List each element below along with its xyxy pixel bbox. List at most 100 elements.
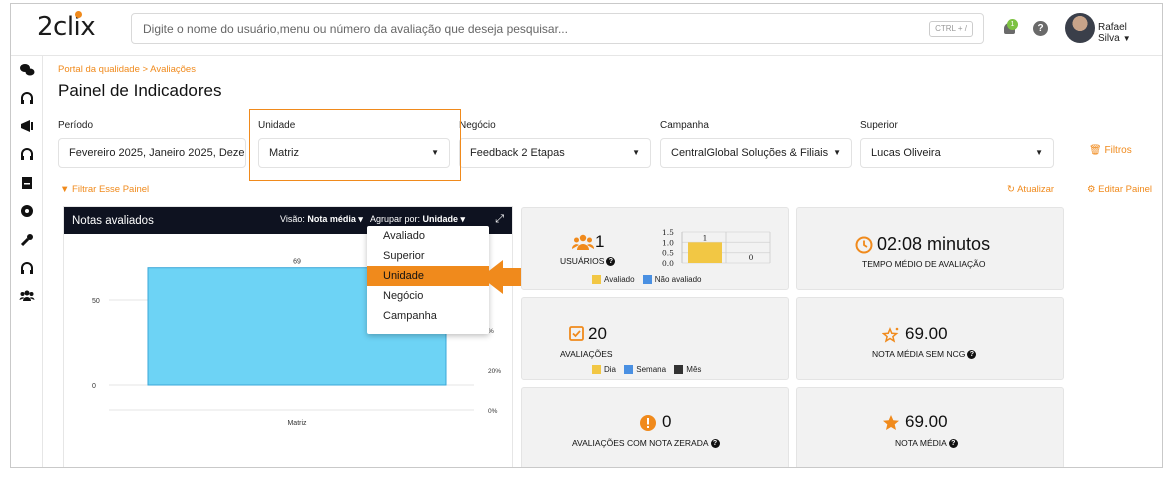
usuarios-legend: Avaliado Não avaliado	[586, 275, 702, 285]
legend-avaliado: Avaliado	[604, 275, 635, 284]
headset-icon[interactable]	[19, 90, 35, 106]
filter-value-campanha: CentralGlobal Soluções & Filiais	[671, 147, 829, 159]
help-icon[interactable]: ?	[710, 439, 720, 449]
filter-label-superior: Superior	[860, 120, 898, 131]
gear-icon: ⚙	[1087, 184, 1096, 195]
dashboard-icon[interactable]	[19, 203, 35, 219]
legend-dia: Dia	[604, 365, 617, 374]
agrupar-dropdown-menu: Avaliado Superior Unidade Negócio Campan…	[367, 226, 489, 334]
filter-value-periodo: Fevereiro 2025, Janeiro 2025, Dezem	[69, 147, 246, 159]
clock-icon	[855, 236, 873, 254]
atualizar-button[interactable]: ↻ Atualizar	[1007, 184, 1054, 195]
legend-swatch-mes	[674, 365, 684, 375]
editar-painel-button[interactable]: ⚙ Editar Painel	[1087, 184, 1152, 195]
caret-down-icon: ▼	[1122, 34, 1131, 43]
wrench-icon[interactable]	[19, 232, 35, 248]
avatar[interactable]	[1065, 13, 1095, 43]
tempo-value: 02:08 minutos	[877, 234, 991, 254]
atualizar-label: Atualizar	[1017, 184, 1055, 195]
filter-select-campanha[interactable]: CentralGlobal Soluções & Filiais ▼	[660, 138, 852, 168]
chat-icon[interactable]	[19, 62, 35, 78]
dropdown-option-superior[interactable]: Superior	[383, 250, 425, 262]
help-icon[interactable]: ?	[967, 350, 977, 360]
y-tick-label: 50	[92, 298, 100, 305]
check-square-icon	[569, 326, 584, 341]
zerada-card: 0 AVALIAÇÕES COM NOTA ZERADA?	[521, 387, 789, 467]
filtros-button[interactable]: 🗑 Filtros	[1089, 145, 1132, 156]
filter-label-unidade: Unidade	[258, 120, 296, 131]
dropdown-option-campanha[interactable]: Campanha	[383, 310, 437, 322]
filter-icon: ▼	[60, 184, 70, 195]
dropdown-option-avaliado[interactable]: Avaliado	[383, 230, 425, 242]
usuarios-mini-chart: 1.51.0 0.50.0 1 0	[662, 228, 771, 268]
dropdown-option-negocio[interactable]: Negócio	[383, 290, 424, 302]
search-input[interactable]	[132, 14, 912, 43]
filter-label-periodo: Período	[58, 120, 94, 131]
shortcut-hint: CTRL + /	[929, 21, 973, 37]
team-icon[interactable]	[19, 288, 35, 304]
filter-select-superior[interactable]: Lucas Oliveira ▼	[860, 138, 1054, 168]
y-right-tick-label: %	[488, 328, 494, 335]
bell-icon[interactable]: 1	[1002, 19, 1018, 37]
mini-y-tick-label: 1.0	[662, 238, 674, 247]
alert-icon	[640, 415, 656, 431]
dropdown-option-unidade[interactable]: Unidade	[367, 266, 489, 286]
data-label: 69	[293, 259, 301, 266]
trash-icon: 🗑	[1089, 145, 1102, 156]
tempo-label: TEMPO MÉDIO DE AVALIAÇÃO	[862, 259, 986, 269]
user-menu[interactable]: Rafael Silva ▼	[1098, 22, 1162, 44]
filtros-label: Filtros	[1104, 145, 1132, 156]
agrupar-dropdown[interactable]: Unidade ▾	[422, 214, 466, 224]
nota-sem-ncg-card: 69.00 NOTA MÉDIA SEM NCG?	[796, 297, 1064, 380]
legend-semana: Semana	[636, 365, 667, 374]
y-right-tick-label: 0%	[488, 408, 498, 415]
headset-icon[interactable]	[19, 260, 35, 276]
page-title: Painel de Indicadores	[58, 81, 222, 100]
filter-select-negocio[interactable]: Feedback 2 Etapas ▼	[459, 138, 651, 168]
legend-swatch-semana	[624, 365, 634, 375]
visao-value: Nota média	[307, 214, 356, 224]
mini-y-tick-label: 0.0	[662, 259, 674, 268]
y-tick-label: 0	[92, 383, 96, 390]
nota-media-label-text: NOTA MÉDIA	[895, 438, 947, 448]
nota-sem-ncg-label: NOTA MÉDIA SEM NCG?	[872, 349, 977, 360]
logo-text: 2clix	[37, 12, 96, 42]
help-icon[interactable]: ?	[1033, 21, 1048, 36]
nota-media-card: 69.00 NOTA MÉDIA?	[796, 387, 1064, 467]
filter-value-negocio: Feedback 2 Etapas	[470, 147, 565, 159]
users-icon	[572, 234, 594, 250]
headset-icon[interactable]	[19, 146, 35, 162]
filtrar-painel-label: Filtrar Esse Painel	[72, 184, 150, 195]
legend-swatch-dia	[592, 365, 601, 375]
y-right-tick-label: 20%	[488, 368, 501, 375]
filter-select-periodo[interactable]: Fevereiro 2025, Janeiro 2025, Dezem	[58, 138, 246, 168]
x-tick-label: Matriz	[287, 420, 307, 427]
notification-badge: 1	[1007, 19, 1018, 30]
refresh-icon: ↻	[1007, 184, 1015, 195]
visao-dropdown[interactable]: Nota média ▾	[307, 214, 363, 224]
usuarios-value: 1	[595, 232, 605, 251]
top-bar: 2clix CTRL + / 1 ? Rafael Silva▼	[11, 4, 1162, 56]
sidebar	[11, 56, 43, 467]
help-icon[interactable]: ?	[948, 439, 958, 449]
document-icon[interactable]	[19, 175, 35, 191]
star-sparkle-icon	[882, 327, 899, 343]
mini-bar-avaliado	[688, 242, 722, 263]
breadcrumb[interactable]: Portal da qualidade > Avaliações	[58, 64, 196, 75]
avaliacoes-value: 20	[588, 324, 607, 343]
zerada-value: 0	[662, 412, 672, 431]
filter-select-unidade[interactable]: Matriz ▼	[258, 138, 450, 168]
expand-icon[interactable]: ⤢	[495, 213, 504, 225]
search-box[interactable]: CTRL + /	[131, 13, 984, 44]
nota-sem-ncg-label-text: NOTA MÉDIA SEM NCG	[872, 349, 966, 359]
filter-label-campanha: Campanha	[660, 120, 709, 131]
legend-nao-avaliado: Não avaliado	[654, 275, 702, 284]
megaphone-icon[interactable]	[19, 118, 35, 134]
logo[interactable]: 2clix	[37, 11, 96, 42]
chart-controls: Visão: Nota média ▾ Agrupar por: Unidade…	[280, 214, 465, 225]
usuarios-card: 1 USUÁRIOS? 1.5 1.0 0.5 0.0 1 0 Avaliado Não …	[521, 207, 789, 290]
filtrar-painel-button[interactable]: ▼ Filtrar Esse Painel	[60, 184, 149, 195]
help-icon[interactable]: ?	[606, 257, 616, 267]
mini-y-tick-label: 0.5	[662, 249, 674, 258]
avaliacoes-label: AVALIAÇÕES	[560, 349, 613, 359]
